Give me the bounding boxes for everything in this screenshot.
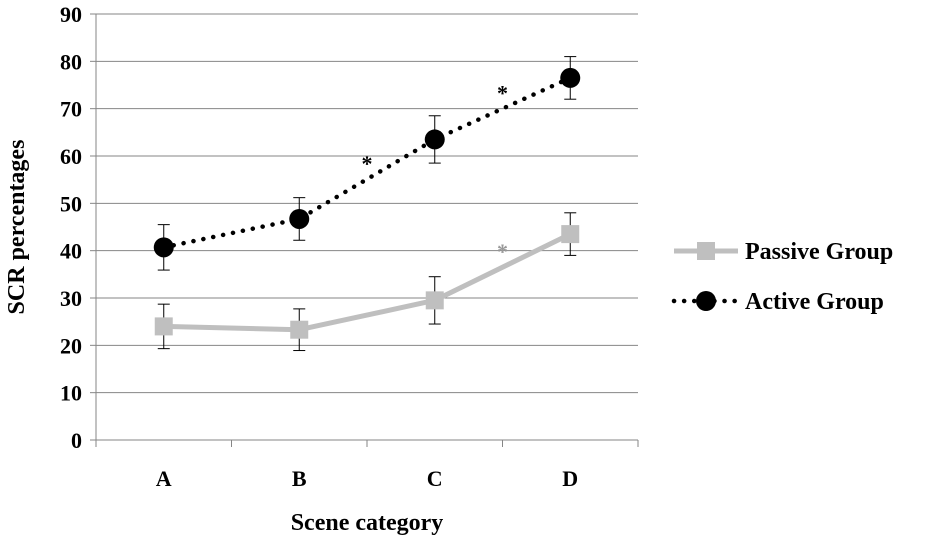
series-active-group <box>153 56 581 271</box>
data-point <box>560 67 581 88</box>
y-tick-label: 60 <box>60 144 82 169</box>
x-tick-label-b: B <box>292 466 307 491</box>
data-point <box>154 317 173 336</box>
series-passive-group <box>154 212 580 352</box>
x-tick-label-c: C <box>427 466 443 491</box>
data-point <box>289 208 310 229</box>
y-tick-label: 90 <box>60 2 82 27</box>
y-tick-label: 0 <box>71 428 82 453</box>
x-axis-title: Scene category <box>291 510 444 536</box>
data-point <box>290 320 309 339</box>
y-tick-label: 70 <box>60 97 82 122</box>
data-point <box>424 129 445 150</box>
data-point <box>561 225 580 244</box>
gridlines <box>96 13 638 394</box>
y-tick-label: 30 <box>60 286 82 311</box>
data-point <box>153 237 174 258</box>
y-tick-label: 80 <box>60 49 82 74</box>
data-point <box>425 291 444 310</box>
x-tick-label-d: D <box>562 466 578 491</box>
series-line <box>161 75 573 250</box>
legend-swatch-marker <box>696 291 716 311</box>
y-axis-title: SCR percentages <box>4 140 30 315</box>
plot-area <box>153 56 581 352</box>
y-tick-label: 20 <box>60 333 82 358</box>
significance-marker: * <box>497 81 508 106</box>
y-tick-label: 40 <box>60 239 82 264</box>
series-line <box>163 231 572 333</box>
significance-marker: * <box>497 239 508 264</box>
significance-marker: * <box>362 151 373 176</box>
y-tick-label: 10 <box>60 381 82 406</box>
y-tick-label: 50 <box>60 191 82 216</box>
legend-item-passive-group: Passive Group <box>674 239 893 265</box>
axes: 0 10 20 30 40 50 60 70 80 90 A B C D <box>60 2 639 491</box>
legend-swatch-marker <box>697 242 715 260</box>
legend-label: Passive Group <box>745 239 893 265</box>
legend-item-active-group: Active Group <box>671 289 884 315</box>
legend-label: Active Group <box>745 289 884 315</box>
annotations: * * * <box>362 81 509 265</box>
x-tick-label-a: A <box>156 466 172 491</box>
legend: Passive Group Active Group <box>671 239 893 315</box>
